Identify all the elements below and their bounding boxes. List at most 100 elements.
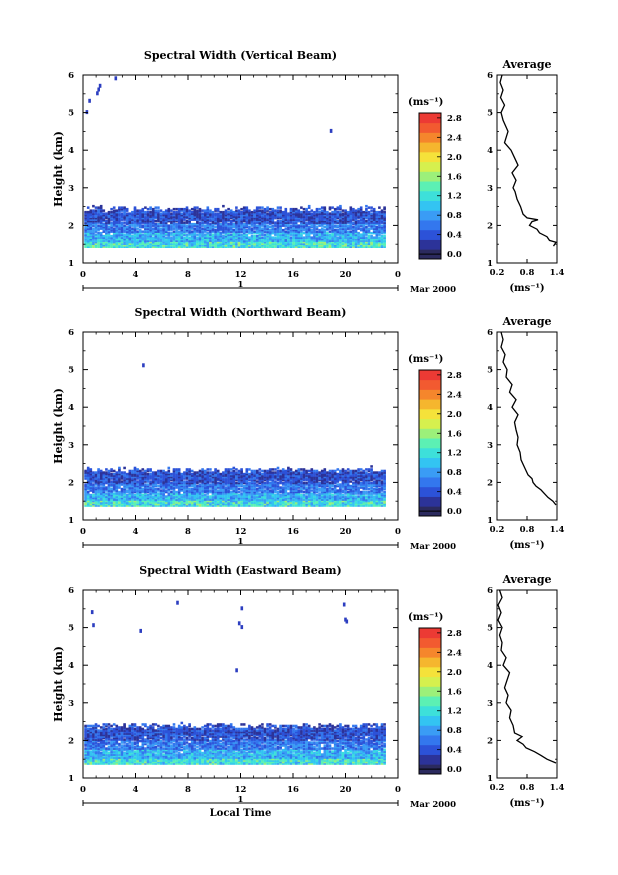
heatmap-cell [313, 499, 316, 503]
heatmap-cell [333, 499, 337, 503]
heatmap-cell [253, 227, 256, 230]
heatmap-cell [232, 486, 236, 489]
heatmap-cell [307, 490, 311, 494]
heatmap-cell [219, 478, 223, 482]
heatmap-cell [362, 504, 366, 507]
heatmap-cell [84, 496, 87, 500]
heatmap-cell [86, 496, 90, 500]
heatmap-cell [211, 216, 215, 220]
colorbar-unit: (ms⁻¹) [408, 97, 443, 108]
heatmap-cell [266, 213, 269, 217]
heatmap-cell [146, 233, 150, 236]
heatmap-cell [144, 213, 147, 217]
heatmap-cell [209, 233, 212, 236]
heatmap-cell [175, 490, 178, 494]
heatmap-cell [198, 228, 202, 232]
heatmap-cell [94, 480, 98, 483]
heatmap-cell [149, 216, 152, 220]
heatmap-cell [255, 215, 259, 218]
heatmap-cell [84, 499, 87, 503]
heatmap-cell [209, 244, 212, 247]
heatmap-cell [99, 237, 103, 241]
heatmap-cell [209, 210, 212, 214]
heatmap-cell [188, 492, 191, 495]
heatmap-cell [198, 221, 202, 224]
heatmap-cell [157, 212, 160, 215]
heatmap-cell [131, 495, 134, 498]
heatmap-cell [185, 492, 189, 495]
heatmap-cell [240, 218, 243, 221]
heatmap-cell [292, 237, 295, 241]
heatmap-cell [258, 496, 262, 500]
heatmap-cell [183, 496, 186, 500]
heatmap-cell [339, 224, 342, 227]
heatmap-cell [323, 490, 327, 494]
heatmap-cell [255, 231, 259, 235]
heatmap-cell [359, 237, 363, 241]
heatmap-cell [323, 486, 327, 489]
heatmap-cell [175, 230, 178, 233]
heatmap-cell [216, 499, 220, 503]
heatmap-cell [352, 483, 355, 486]
heatmap-cell [318, 234, 321, 238]
heatmap-cell [125, 209, 129, 212]
heatmap-cell [307, 231, 311, 235]
heatmap-cell [201, 219, 204, 223]
heatmap-cell [318, 504, 321, 507]
heatmap-cell [224, 224, 228, 227]
heatmap-cell [136, 234, 139, 238]
heatmap-cell [115, 480, 119, 483]
heatmap-cell [372, 227, 376, 230]
heatmap-cell [300, 245, 303, 248]
heatmap-cell [305, 501, 308, 504]
heatmap-cell [141, 493, 145, 497]
heatmap-cell [201, 236, 204, 239]
heatmap-cell [99, 489, 103, 492]
heatmap-cell [378, 219, 381, 223]
heatmap-cell [302, 218, 306, 221]
heatmap-cell [151, 212, 155, 215]
heatmap-cell [383, 478, 386, 482]
heatmap-cell [89, 227, 93, 230]
heatmap-cell [315, 483, 319, 486]
heatmap-cell [162, 216, 165, 220]
heatmap-cell [196, 499, 199, 503]
heatmap-cell [354, 215, 358, 218]
heatmap-cell [315, 219, 319, 223]
heatmap-cell [352, 228, 355, 232]
heatmap-cell [359, 504, 363, 507]
heatmap-cell [133, 225, 137, 229]
heatmap-cell [128, 218, 132, 221]
heatmap-cell [203, 237, 207, 241]
heatmap-cell [297, 502, 301, 506]
heatmap-cell [167, 496, 171, 500]
heatmap-cell [131, 210, 134, 214]
heatmap-cell [144, 489, 147, 492]
heatmap-cell [242, 240, 246, 244]
heatmap-cell [279, 496, 282, 500]
colorbar-segment [419, 151, 441, 163]
heatmap-cell [237, 213, 241, 217]
heatmap-cell [365, 245, 368, 248]
heatmap-cell [151, 504, 155, 507]
heatmap-cell [365, 501, 368, 504]
heatmap-cell [162, 244, 165, 247]
heatmap-cell [378, 501, 381, 504]
heatmap-cell [300, 227, 303, 230]
heatmap-cell [216, 230, 220, 233]
heatmap-cell [125, 228, 129, 232]
heatmap-cell [362, 502, 366, 506]
heatmap-cell [138, 481, 142, 485]
heatmap-cell [250, 244, 254, 247]
heatmap-cell [232, 483, 236, 486]
heatmap-cell [349, 210, 353, 214]
heatmap-cell [196, 240, 199, 244]
heatmap-cell [276, 487, 280, 491]
heatmap-cell [292, 501, 295, 504]
heatmap-cell [209, 230, 212, 233]
heatmap-cell [115, 492, 119, 495]
heatmap-cell [162, 498, 165, 501]
heatmap-cell [362, 221, 366, 224]
heatmap-cell [242, 222, 246, 226]
heatmap-cell [211, 245, 215, 248]
